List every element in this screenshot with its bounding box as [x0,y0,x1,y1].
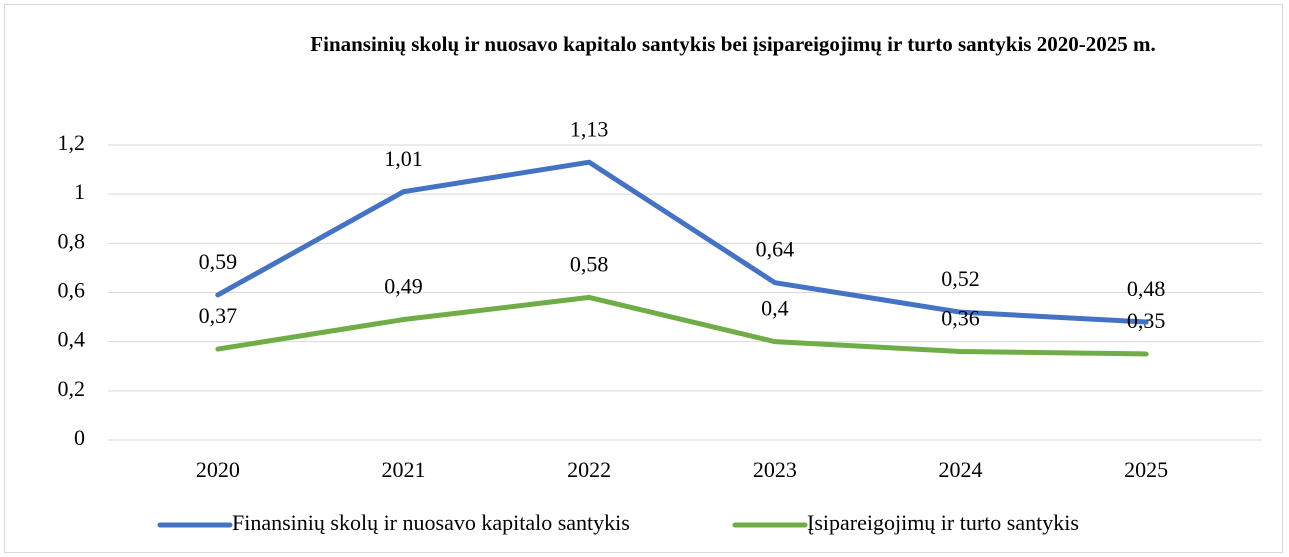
y-tick-label: 0,8 [58,228,86,253]
y-tick-label: 0 [74,425,85,450]
x-tick-label: 2021 [382,457,426,482]
data-label: 0,59 [199,249,238,274]
x-tick-label: 2025 [1124,457,1168,482]
data-label: 1,01 [384,146,423,171]
x-tick-label: 2020 [196,457,240,482]
data-label: 0,58 [570,251,609,276]
data-label: 1,13 [570,116,609,141]
data-label: 0,4 [761,296,789,321]
data-label: 0,52 [941,266,980,291]
data-label: 0,64 [756,237,795,262]
x-tick-label: 2024 [939,457,983,482]
chart-title: Finansinių skolų ir nuosavo kapitalo san… [310,32,1156,56]
y-tick-label: 0,4 [58,327,86,352]
data-label: 0,36 [941,306,980,331]
y-tick-label: 1,2 [58,130,86,155]
data-label: 0,48 [1127,276,1166,301]
chart-frame [4,4,1283,553]
x-tick-label: 2023 [753,457,797,482]
legend-label: Įsipareigojimų ir turto santykis [807,510,1079,535]
y-tick-label: 0,6 [58,278,86,303]
series-line [215,159,1149,325]
y-tick-label: 1 [74,179,85,204]
data-label: 0,49 [384,274,423,299]
data-label: 0,35 [1127,308,1166,333]
data-label: 0,37 [199,303,238,328]
series-line [215,294,1149,357]
y-tick-label: 0,2 [58,376,86,401]
legend-label: Finansinių skolų ir nuosavo kapitalo san… [232,510,630,535]
x-tick-label: 2022 [567,457,611,482]
